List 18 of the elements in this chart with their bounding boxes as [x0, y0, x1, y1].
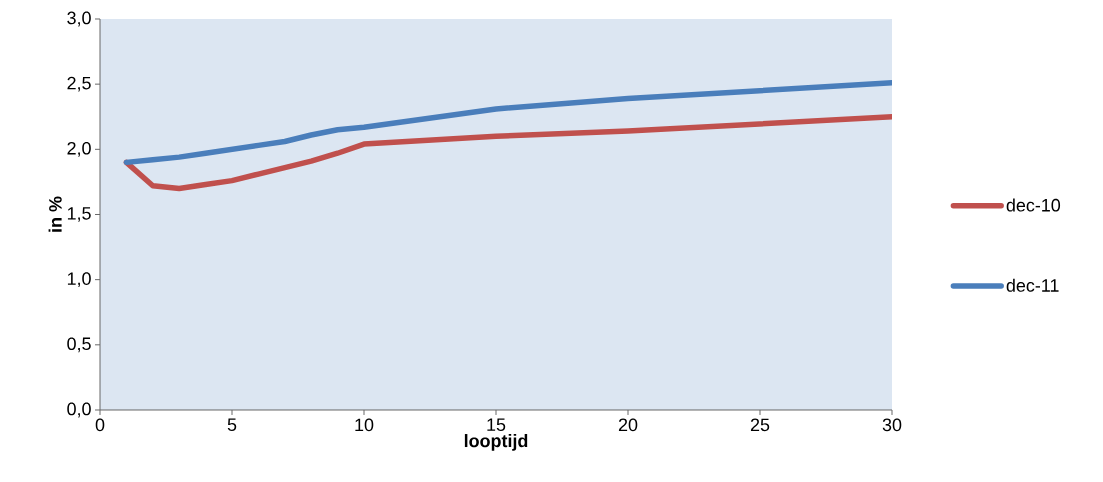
x-tick-label: 30 — [882, 418, 902, 432]
x-tick-label: 5 — [227, 418, 237, 431]
y-tick-label: 2,5 — [67, 76, 91, 92]
legend-label: dec-10 — [1006, 198, 1061, 212]
x-tick-label: 0 — [95, 418, 105, 432]
x-tick-label: 10 — [355, 418, 374, 432]
y-axis-title: in % — [48, 196, 62, 232]
x-tick-label: 25 — [750, 418, 770, 432]
y-tick-label: 3,0 — [67, 11, 91, 27]
x-tick-label: 15 — [487, 418, 506, 431]
y-tick-label: 0,5 — [67, 337, 91, 353]
y-tick-label: 1,5 — [67, 207, 91, 222]
legend-label: dec-11 — [1006, 278, 1059, 292]
y-tick-label: 1,0 — [67, 272, 91, 288]
x-axis-title: looptijd — [464, 434, 528, 451]
x-tick-label: 20 — [618, 418, 638, 432]
y-tick-label: 2,0 — [67, 141, 91, 157]
y-tick-label: 0,0 — [67, 402, 91, 418]
